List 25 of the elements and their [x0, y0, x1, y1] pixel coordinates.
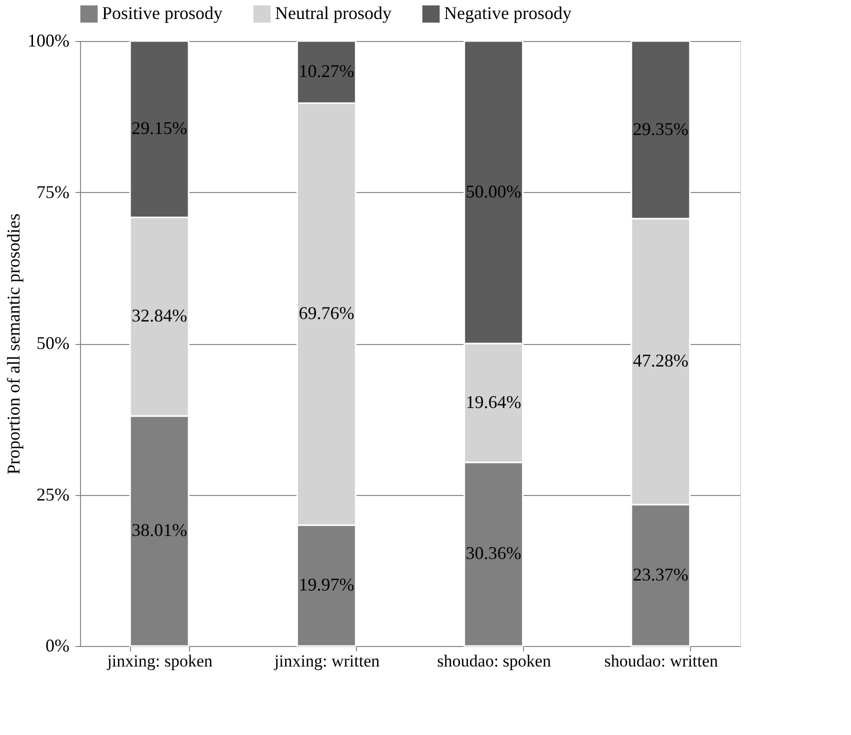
x-tick-label: shoudao: written: [604, 652, 719, 670]
data-label: 29.15%: [132, 118, 188, 138]
legend-label: Positive prosody: [102, 3, 223, 23]
x-tick-label: shoudao: spoken: [437, 652, 552, 670]
data-label: 69.76%: [298, 303, 354, 324]
y-tick-label: 0%: [46, 636, 70, 656]
data-label: 32.84%: [132, 306, 188, 326]
y-tick-label: 50%: [36, 333, 70, 353]
data-label: 30.36%: [466, 543, 522, 564]
data-label: 29.35%: [632, 118, 688, 139]
y-tick-label: 75%: [36, 182, 70, 202]
legend-label: Negative prosody: [444, 3, 572, 23]
data-label: 38.01%: [132, 520, 188, 540]
data-label: 19.64%: [466, 392, 522, 412]
y-tick-label: 100%: [28, 30, 70, 50]
data-label: 10.27%: [298, 61, 354, 82]
y-axis-title: Proportion of all semantic prosodies: [4, 214, 24, 474]
x-tick-label: jinxing: written: [273, 652, 380, 670]
data-label: 47.28%: [632, 350, 688, 371]
x-tick-label: jinxing: spoken: [106, 652, 214, 670]
data-label: 50.00%: [466, 181, 522, 202]
data-label: 19.97%: [298, 574, 354, 595]
legend-label: Neutral prosody: [275, 3, 392, 23]
data-label: 23.37%: [632, 564, 688, 584]
y-tick-label: 25%: [36, 484, 70, 504]
